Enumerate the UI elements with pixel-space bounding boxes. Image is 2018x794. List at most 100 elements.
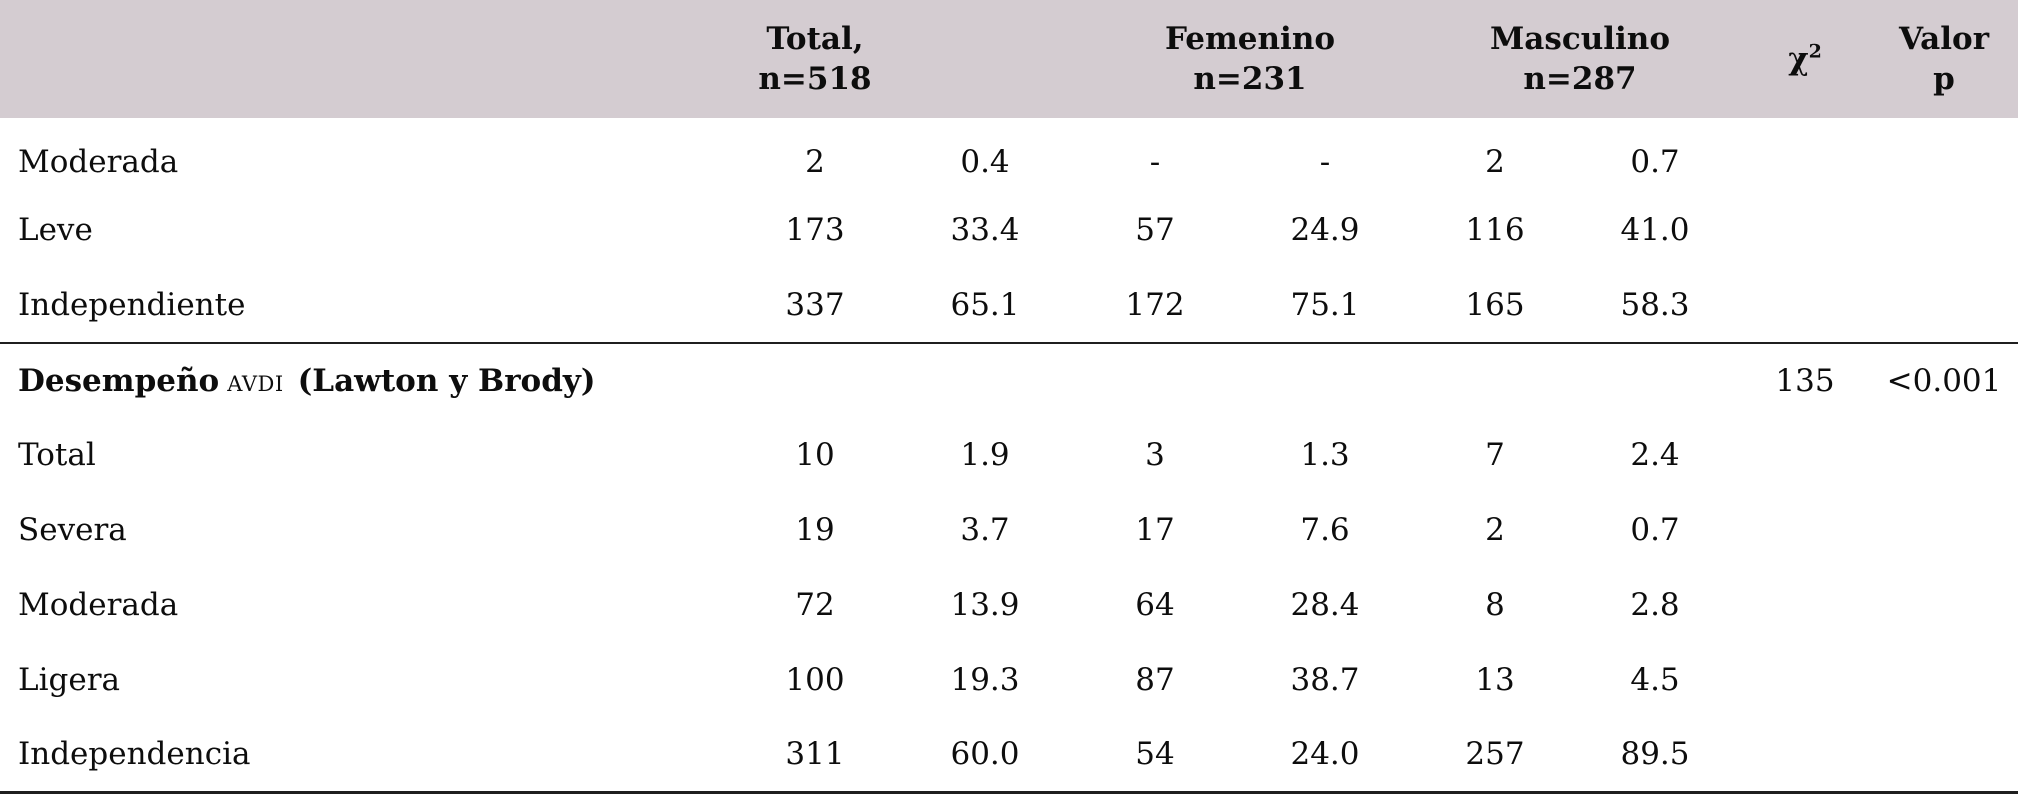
header-row: Total, n=518 Femenino n=231 Masculino n=… xyxy=(0,0,2018,118)
value-cell: 87 xyxy=(1135,662,1175,699)
p-cell xyxy=(1870,643,2018,718)
p-cell xyxy=(1870,118,2018,193)
header-valor-line2: p xyxy=(1933,61,1955,97)
chi-symbol: χ xyxy=(1788,40,1809,77)
value-cell: 72 xyxy=(795,587,835,624)
value-cell: 41.0 xyxy=(1620,212,1690,249)
p-cell xyxy=(1870,493,2018,568)
value-cell: 4.5 xyxy=(1630,662,1680,699)
value-cell: 2 xyxy=(1485,144,1505,181)
row-label: Severa xyxy=(18,512,127,549)
header-masculino-line2: n=287 xyxy=(1523,61,1637,97)
value-cell: 100 xyxy=(785,662,845,699)
header-chi-squared: χ2 xyxy=(1740,0,1870,118)
value-cell: 58.3 xyxy=(1620,286,1690,323)
table-row: Moderada 72 13.9 64 28.4 8 2.8 xyxy=(0,568,2018,643)
chi-cell xyxy=(1740,718,1870,793)
header-empty-spacer-cell xyxy=(890,0,1080,118)
value-cell: 2 xyxy=(805,144,825,181)
value-cell: 19.3 xyxy=(950,662,1020,699)
section-title-abbreviation: AVDI xyxy=(227,371,284,396)
value-cell: 165 xyxy=(1465,286,1525,323)
value-cell: 60.0 xyxy=(950,736,1020,773)
value-cell: 65.1 xyxy=(950,286,1020,323)
section-title: Desempeño AVDI (Lawton y Brody) xyxy=(0,341,1741,418)
value-cell: 257 xyxy=(1465,736,1525,773)
value-cell: 2 xyxy=(1485,512,1505,549)
header-femenino: Femenino n=231 xyxy=(1080,0,1420,118)
p-cell xyxy=(1870,268,2018,343)
value-cell: 116 xyxy=(1465,212,1525,249)
value-cell: 13 xyxy=(1475,662,1515,699)
value-cell: 0.4 xyxy=(960,144,1010,181)
p-cell xyxy=(1870,418,2018,493)
value-cell: 1.3 xyxy=(1300,437,1350,474)
value-cell: 64 xyxy=(1135,587,1175,624)
table-row: Independencia 311 60.0 54 24.0 257 89.5 xyxy=(0,718,2018,793)
chi-cell xyxy=(1740,118,1870,193)
chi-cell xyxy=(1740,493,1870,568)
value-cell: 13.9 xyxy=(950,587,1020,624)
value-cell: 57 xyxy=(1135,212,1175,249)
chi-cell xyxy=(1740,193,1870,268)
value-cell: 1.9 xyxy=(960,437,1010,474)
value-cell: 311 xyxy=(785,736,845,773)
table-row: Total 10 1.9 3 1.3 7 2.4 xyxy=(0,418,2018,493)
value-cell: 38.7 xyxy=(1290,662,1360,699)
p-value: <0.001 xyxy=(1870,341,2018,418)
section-title-scale-name: (Lawton y Brody) xyxy=(297,362,596,399)
chi-cell xyxy=(1740,268,1870,343)
row-label: Independencia xyxy=(18,736,251,773)
row-label: Total xyxy=(18,437,96,474)
value-cell: 173 xyxy=(785,212,845,249)
chi-cell xyxy=(1740,418,1870,493)
value-cell: - xyxy=(1149,144,1161,181)
header-valor-line1: Valor xyxy=(1898,20,1990,57)
value-cell: 75.1 xyxy=(1290,286,1360,323)
table-row: Ligera 100 19.3 87 38.7 13 4.5 xyxy=(0,643,2018,718)
value-cell: 0.7 xyxy=(1630,144,1680,181)
header-masculino: Masculino n=287 xyxy=(1420,0,1740,118)
value-cell: 337 xyxy=(785,286,845,323)
value-cell: 28.4 xyxy=(1290,587,1360,624)
value-cell: 7 xyxy=(1485,437,1505,474)
value-cell: 3.7 xyxy=(960,512,1010,549)
table-row: Leve 173 33.4 57 24.9 116 41.0 xyxy=(0,193,2018,268)
value-cell: 3 xyxy=(1145,437,1165,474)
table-header: Total, n=518 Femenino n=231 Masculino n=… xyxy=(0,0,2018,118)
row-label: Ligera xyxy=(18,662,120,699)
chi-cell xyxy=(1740,568,1870,643)
section-title-main: Desempeño xyxy=(18,362,220,399)
value-cell: 54 xyxy=(1135,736,1175,773)
value-cell: 24.0 xyxy=(1290,736,1360,773)
row-label: Independiente xyxy=(18,286,246,323)
p-cell xyxy=(1870,718,2018,793)
value-cell: 172 xyxy=(1125,286,1185,323)
header-valor-p: Valor p xyxy=(1870,0,2018,118)
table-row: Independiente 337 65.1 172 75.1 165 58.3 xyxy=(0,268,2018,343)
row-label: Moderada xyxy=(18,587,179,624)
row-label: Leve xyxy=(18,212,93,249)
header-femenino-line2: n=231 xyxy=(1193,61,1307,97)
chi-cell xyxy=(1740,643,1870,718)
p-cell xyxy=(1870,568,2018,643)
table-body: Moderada 2 0.4 - - 2 0.7 Leve 173 33.4 5… xyxy=(0,118,2018,793)
value-cell: 89.5 xyxy=(1620,736,1690,773)
header-empty-label-cell xyxy=(0,0,740,118)
header-total-line1: Total, xyxy=(766,20,864,57)
value-cell: 8 xyxy=(1485,587,1505,624)
header-total-line2: n=518 xyxy=(758,61,872,97)
row-label: Moderada xyxy=(18,144,179,181)
chi-exponent: 2 xyxy=(1808,40,1822,63)
value-cell: 10 xyxy=(795,437,835,474)
value-cell: 2.8 xyxy=(1630,587,1680,624)
value-cell: 7.6 xyxy=(1300,512,1350,549)
value-cell: 2.4 xyxy=(1630,437,1680,474)
table-row: Moderada 2 0.4 - - 2 0.7 xyxy=(0,118,2018,193)
value-cell: 24.9 xyxy=(1290,212,1360,249)
value-cell: 33.4 xyxy=(950,212,1020,249)
header-femenino-line1: Femenino xyxy=(1164,20,1336,57)
header-total: Total, n=518 xyxy=(740,0,890,118)
p-cell xyxy=(1870,193,2018,268)
